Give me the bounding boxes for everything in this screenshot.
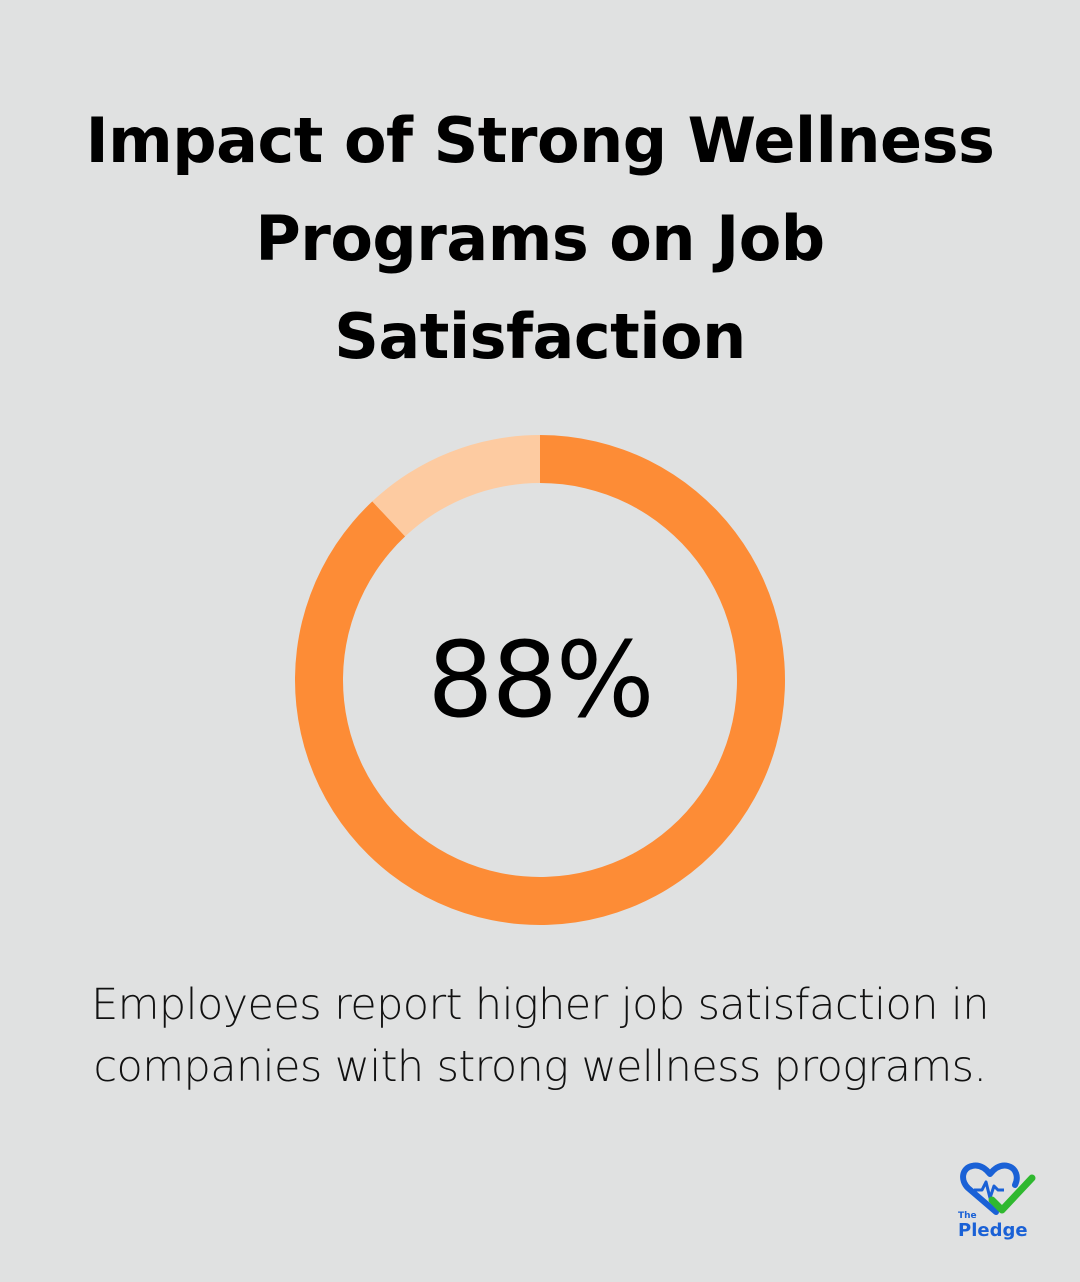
heart-check-logo-icon: The Pledge (958, 1162, 1036, 1241)
logo-text-small: The (958, 1211, 977, 1221)
the-pledge-logo: The Pledge (952, 1160, 1042, 1244)
donut-slice-remainder (372, 435, 540, 537)
page-title: Impact of Strong Wellness Programs on Jo… (85, 104, 995, 373)
checkmark-icon (988, 1174, 1036, 1214)
heart-outline-icon (960, 1162, 1020, 1215)
donut-chart-svg (295, 435, 785, 925)
logo-text-large: Pledge (958, 1220, 1028, 1241)
chart-caption: Employees report higher job satisfaction… (91, 980, 989, 1092)
center-percentage: 88% (427, 619, 654, 741)
donut-chart: 88% (290, 430, 790, 930)
